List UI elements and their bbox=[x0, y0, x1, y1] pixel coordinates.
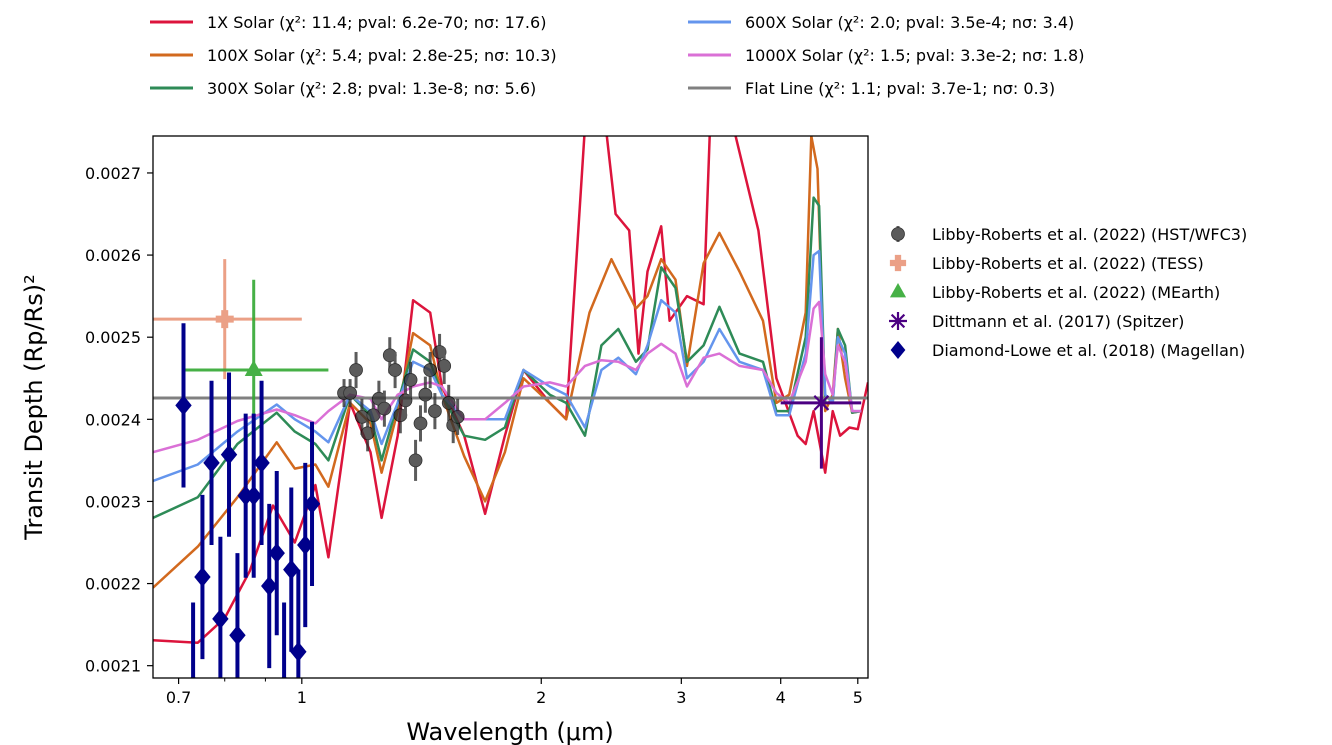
data-point bbox=[377, 401, 392, 416]
legend-marker bbox=[891, 227, 905, 241]
legend-entry bbox=[889, 312, 907, 330]
legend-marker bbox=[889, 283, 907, 298]
data-point bbox=[413, 416, 428, 431]
data-point bbox=[203, 452, 220, 473]
data-point bbox=[212, 608, 229, 629]
data-point bbox=[388, 363, 402, 377]
data-point bbox=[175, 395, 192, 416]
legend-marker bbox=[890, 341, 906, 359]
data-point bbox=[283, 559, 300, 580]
y-tick-label: 0.0027 bbox=[85, 164, 141, 183]
data-point bbox=[343, 386, 357, 400]
model-lines bbox=[153, 136, 868, 644]
data-point bbox=[303, 493, 321, 514]
data-point bbox=[268, 543, 285, 564]
x-tick-label: 3 bbox=[676, 688, 686, 707]
y-tick-label: 0.0026 bbox=[85, 246, 141, 265]
data-point bbox=[441, 396, 456, 410]
data-point bbox=[261, 576, 278, 597]
legend-label: 100X Solar (χ²: 5.4; pval: 2.8e-25; nσ: … bbox=[207, 46, 557, 65]
data-point bbox=[403, 373, 418, 387]
legend-label: Libby-Roberts et al. (2022) (MEarth) bbox=[932, 283, 1220, 302]
legend-marker bbox=[889, 254, 907, 272]
legend-label: Libby-Roberts et al. (2022) (HST/WFC3) bbox=[932, 225, 1247, 244]
x-tick-label: 2 bbox=[536, 688, 546, 707]
legend-entry bbox=[889, 283, 907, 298]
data-point bbox=[194, 566, 211, 587]
x-tick-label: 5 bbox=[853, 688, 863, 707]
data-point bbox=[281, 674, 287, 678]
y-tick-label: 0.0023 bbox=[85, 492, 141, 511]
legend-marker bbox=[889, 312, 907, 330]
y-tick-label: 0.0025 bbox=[85, 328, 141, 347]
y-axis-title: Transit Depth (Rp/Rs)² bbox=[20, 274, 48, 540]
y-axis-ticks: 0.0021 0.0022 0.0023 0.0024 0.0025 0.0026 0.00… bbox=[85, 164, 153, 676]
data-point bbox=[220, 444, 238, 465]
dataset-3 bbox=[183, 279, 329, 461]
data-point bbox=[398, 393, 413, 408]
data-point bbox=[349, 363, 363, 377]
legend-label: Libby-Roberts et al. (2022) (TESS) bbox=[932, 254, 1204, 273]
data-point bbox=[297, 534, 314, 555]
data-points bbox=[153, 259, 862, 678]
data-point bbox=[418, 387, 433, 402]
dataset-5 bbox=[175, 323, 321, 678]
data-point bbox=[245, 485, 262, 506]
data-point bbox=[253, 452, 270, 473]
y-tick-label: 0.0024 bbox=[85, 410, 141, 429]
dataset-2 bbox=[153, 259, 302, 380]
model-legend: 1X Solar (χ²: 11.4; pval: 6.2e-70; nσ: 1… bbox=[150, 13, 1084, 98]
data-legend: Libby-Roberts et al. (2022) (HST/WFC3) Li… bbox=[889, 225, 1247, 360]
legend-label: 1X Solar (χ²: 11.4; pval: 6.2e-70; nσ: 1… bbox=[207, 13, 546, 32]
legend-label: 1000X Solar (χ²: 1.5; pval: 3.3e-2; nσ: … bbox=[745, 46, 1084, 65]
model-line-2 bbox=[153, 136, 862, 589]
data-point bbox=[408, 453, 423, 468]
data-point bbox=[290, 641, 307, 662]
legend-entry bbox=[889, 254, 907, 272]
legend-entry bbox=[890, 341, 906, 359]
legend-label: 600X Solar (χ²: 2.0; pval: 3.5e-4; nσ: 3… bbox=[745, 13, 1074, 32]
plot-frame bbox=[152, 135, 869, 679]
y-tick-label: 0.0021 bbox=[85, 657, 141, 676]
x-tick-label: 0.7 bbox=[166, 688, 191, 707]
x-tick-label: 4 bbox=[776, 688, 786, 707]
legend-label: Diamond-Lowe et al. (2018) (Magellan) bbox=[932, 341, 1245, 360]
data-point bbox=[428, 404, 442, 418]
plot-area: 0.7 1 2 3 4 5 0.00210.00220.00230.00240.00250… bbox=[85, 135, 869, 707]
data-point bbox=[437, 359, 452, 373]
dataset-1 bbox=[337, 333, 465, 481]
model-line-1 bbox=[153, 136, 868, 644]
data-point bbox=[423, 363, 438, 377]
legend-entry bbox=[891, 226, 905, 242]
x-tick-label: 1 bbox=[297, 688, 307, 707]
data-point bbox=[215, 310, 234, 329]
data-point bbox=[190, 674, 196, 678]
x-axis-ticks: 0.7 1 2 3 4 5 bbox=[166, 678, 863, 707]
x-axis-title: Wavelength (μm) bbox=[406, 718, 613, 745]
dataset-4 bbox=[780, 337, 862, 469]
y-tick-label: 0.0022 bbox=[85, 575, 141, 594]
data-point bbox=[229, 625, 246, 646]
legend-label: Flat Line (χ²: 1.1; pval: 3.7e-1; nσ: 0.… bbox=[745, 79, 1055, 98]
legend-label: 300X Solar (χ²: 2.8; pval: 1.3e-8; nσ: 5… bbox=[207, 79, 536, 98]
legend-label: Dittmann et al. (2017) (Spitzer) bbox=[932, 312, 1184, 331]
data-point bbox=[244, 360, 263, 377]
data-point bbox=[811, 392, 832, 413]
data-point bbox=[450, 409, 465, 424]
